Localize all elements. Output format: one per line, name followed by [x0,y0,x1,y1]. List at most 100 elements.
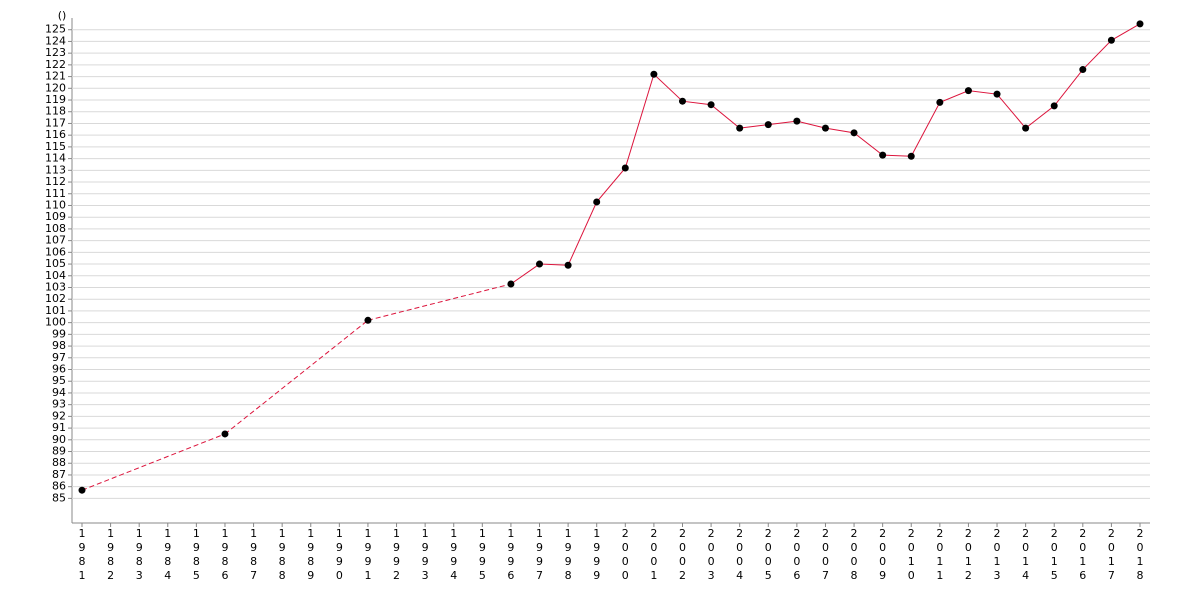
y-tick-label: 110 [45,198,66,211]
series-line [510,23,1141,285]
data-point [78,486,86,494]
data-point [764,121,772,129]
y-tick-label: 97 [52,351,66,364]
data-point [936,98,944,106]
y-tick-label: 119 [45,93,66,106]
y-tick-label: 116 [45,128,66,141]
y-tick-label: 103 [45,280,66,293]
y-tick-label: 92 [52,409,66,422]
y-tick-label: 90 [52,433,66,446]
y-tick-label: 122 [45,58,66,71]
data-point [221,430,229,438]
y-tick-label: 94 [52,386,66,399]
data-point [364,316,372,324]
y-tick-label: 120 [45,81,66,94]
y-tick-label: 124 [45,34,66,47]
data-point [678,97,686,105]
y-tick-label: 102 [45,292,66,305]
y-tick-label: 118 [45,105,66,118]
y-tick-label: 106 [45,245,66,258]
y-tick-label: 107 [45,234,66,247]
data-point [821,124,829,132]
data-point [507,280,515,288]
gap-bridge [81,433,226,491]
y-tick-label: 121 [45,70,66,83]
y-tick-label: 101 [45,304,66,317]
data-point [1022,124,1030,132]
y-tick-label: 117 [45,116,66,129]
y-tick-label: 114 [45,152,66,165]
data-point [650,70,658,78]
gap-bridge [224,319,369,435]
data-point [564,261,572,269]
y-tick-label: 91 [52,421,66,434]
data-point [1136,20,1144,28]
y-tick-label: 123 [45,46,66,59]
data-point [907,152,915,160]
data-point [736,124,744,132]
y-tick-label: 96 [52,363,66,376]
y-tick-label: 99 [52,327,66,340]
y-axis-label: () [58,9,67,22]
y-tick-label: 112 [45,175,66,188]
data-point [1107,36,1115,44]
y-tick-label: 113 [45,163,66,176]
data-point [964,87,972,95]
y-tick-label: 95 [52,374,66,387]
y-tick-label: 109 [45,210,66,223]
data-point [879,151,887,159]
y-tick-label: 108 [45,222,66,235]
data-point [536,260,544,268]
y-tick-label: 86 [52,480,66,493]
y-tick-label: 115 [45,140,66,153]
data-point [993,90,1001,98]
data-point [793,117,801,125]
data-point [621,164,629,172]
data-point [850,129,858,137]
data-point [593,198,601,206]
y-tick-label: 125 [45,23,66,36]
data-point [1050,102,1058,110]
y-tick-label: 104 [45,269,66,282]
data-point [707,101,715,109]
y-tick-label: 93 [52,398,66,411]
y-tick-label: 87 [52,468,66,481]
y-tick-label: 88 [52,456,66,469]
